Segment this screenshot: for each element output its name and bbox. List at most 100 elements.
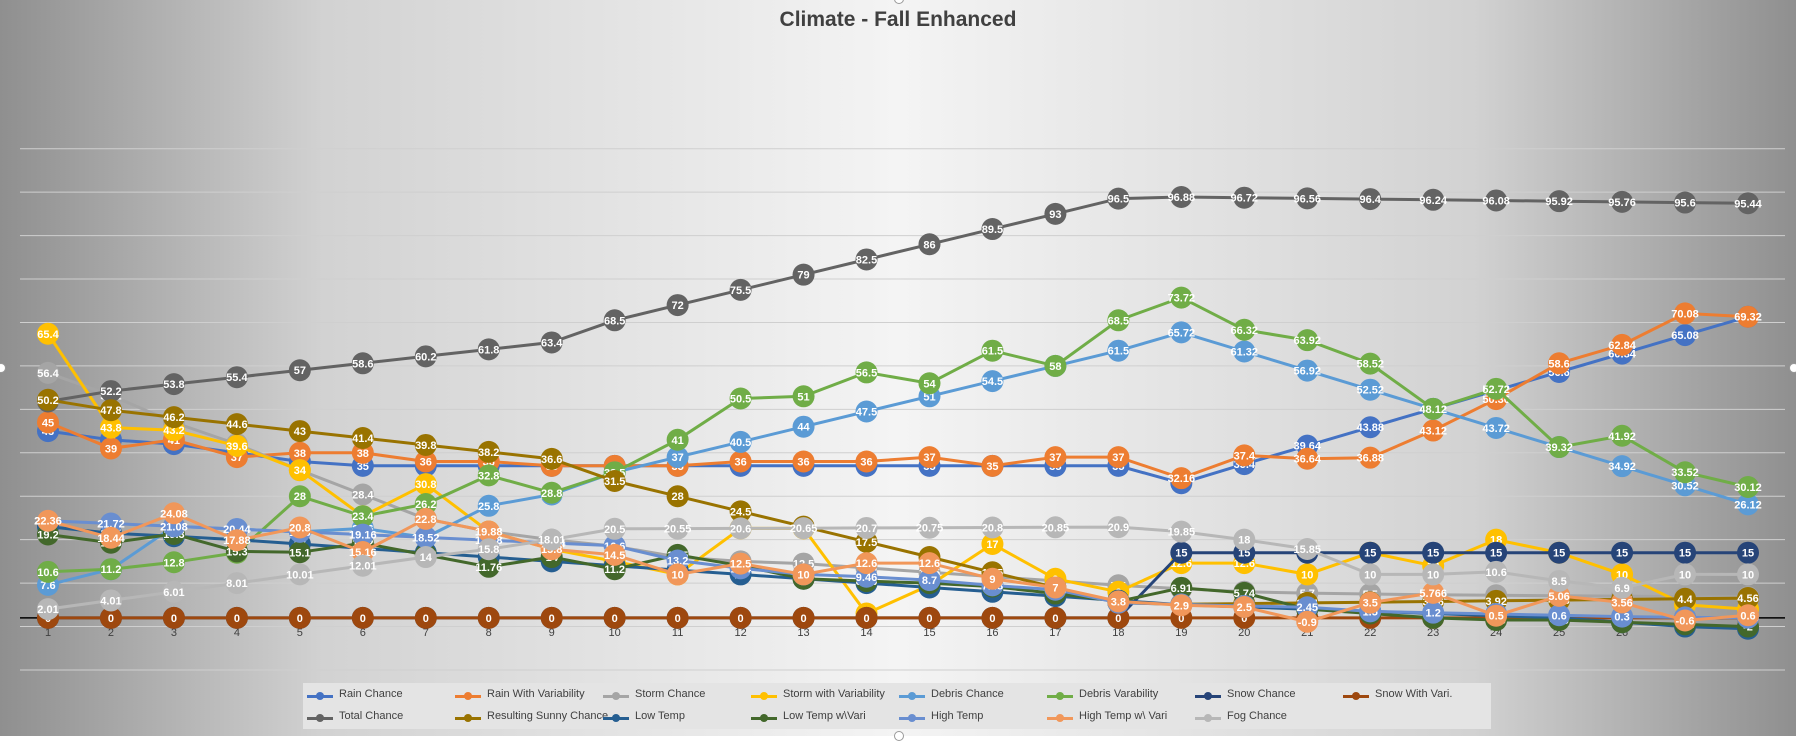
data-point[interactable] <box>1107 606 1130 629</box>
data-point[interactable] <box>1044 354 1067 377</box>
data-point[interactable] <box>981 370 1004 393</box>
data-point[interactable] <box>477 440 500 463</box>
data-point[interactable] <box>1107 339 1130 362</box>
data-point[interactable] <box>1674 302 1697 325</box>
data-point[interactable] <box>99 526 122 549</box>
data-point[interactable] <box>1611 455 1634 478</box>
data-point[interactable] <box>918 372 941 395</box>
data-point[interactable] <box>162 502 185 525</box>
data-point[interactable] <box>1359 378 1382 401</box>
data-point[interactable] <box>1422 188 1445 211</box>
data-point[interactable] <box>1233 186 1256 209</box>
data-point[interactable] <box>1296 563 1319 586</box>
data-point[interactable] <box>99 589 122 612</box>
data-point[interactable] <box>855 400 878 423</box>
data-point[interactable] <box>792 517 815 540</box>
data-point[interactable] <box>99 606 122 629</box>
data-point[interactable] <box>225 366 248 389</box>
data-point[interactable] <box>855 516 878 539</box>
data-point[interactable] <box>1737 192 1759 215</box>
data-point[interactable] <box>1233 318 1256 341</box>
data-point[interactable] <box>603 517 626 540</box>
data-point[interactable] <box>1611 333 1634 356</box>
data-point[interactable] <box>1611 576 1634 599</box>
data-point[interactable] <box>918 516 941 539</box>
data-point[interactable] <box>855 248 878 271</box>
data-point[interactable] <box>414 606 437 629</box>
data-point[interactable] <box>1107 309 1130 332</box>
data-point[interactable] <box>729 278 752 301</box>
data-point[interactable] <box>351 523 374 546</box>
data-point[interactable] <box>1044 606 1067 629</box>
data-point[interactable] <box>477 538 500 561</box>
data-point[interactable] <box>37 361 59 384</box>
data-point[interactable] <box>1359 416 1382 439</box>
data-point[interactable] <box>225 572 248 595</box>
data-point[interactable] <box>1170 185 1193 208</box>
data-point[interactable] <box>1674 461 1697 484</box>
data-point[interactable] <box>981 533 1004 556</box>
data-point[interactable] <box>414 526 437 549</box>
data-point[interactable] <box>792 563 815 586</box>
data-point[interactable] <box>729 450 752 473</box>
data-point[interactable] <box>981 567 1004 590</box>
data-point[interactable] <box>1422 601 1445 624</box>
data-point[interactable] <box>666 485 689 508</box>
data-point[interactable] <box>1296 447 1319 470</box>
data-point[interactable] <box>162 373 185 396</box>
resize-handle-right[interactable] <box>1789 363 1796 373</box>
data-point[interactable] <box>351 554 374 577</box>
data-point[interactable] <box>1485 416 1508 439</box>
data-point[interactable] <box>351 505 374 528</box>
data-point[interactable] <box>99 399 122 422</box>
data-point[interactable] <box>1737 604 1759 627</box>
data-point[interactable] <box>37 388 59 411</box>
data-point[interactable] <box>1674 541 1697 564</box>
data-point[interactable] <box>1485 560 1508 583</box>
data-point[interactable] <box>477 338 500 361</box>
data-point[interactable] <box>729 387 752 410</box>
data-point[interactable] <box>1107 590 1130 613</box>
data-point[interactable] <box>1107 446 1130 469</box>
data-point[interactable] <box>1359 563 1382 586</box>
data-point[interactable] <box>162 606 185 629</box>
data-point[interactable] <box>540 447 563 470</box>
data-point[interactable] <box>540 331 563 354</box>
data-point[interactable] <box>1674 563 1697 586</box>
data-point[interactable] <box>729 517 752 540</box>
data-point[interactable] <box>1233 596 1256 619</box>
data-point[interactable] <box>37 598 59 621</box>
data-point[interactable] <box>414 507 437 530</box>
data-point[interactable] <box>477 606 500 629</box>
data-point[interactable] <box>162 551 185 574</box>
data-point[interactable] <box>1737 476 1759 499</box>
resize-handle-bottom[interactable] <box>894 731 904 741</box>
data-point[interactable] <box>729 500 752 523</box>
data-point[interactable] <box>918 446 941 469</box>
data-point[interactable] <box>414 473 437 496</box>
data-point[interactable] <box>1485 189 1508 212</box>
data-point[interactable] <box>99 416 122 439</box>
data-point[interactable] <box>1044 576 1067 599</box>
data-point[interactable] <box>1548 541 1571 564</box>
data-point[interactable] <box>792 263 815 286</box>
data-point[interactable] <box>666 606 689 629</box>
data-point[interactable] <box>603 470 626 493</box>
resize-handle-left[interactable] <box>0 363 6 373</box>
data-point[interactable] <box>1737 305 1759 328</box>
data-point[interactable] <box>855 450 878 473</box>
data-point[interactable] <box>1170 541 1193 564</box>
data-point[interactable] <box>351 427 374 450</box>
data-point[interactable] <box>666 517 689 540</box>
data-point[interactable] <box>1359 446 1382 469</box>
data-point[interactable] <box>1359 591 1382 614</box>
data-point[interactable] <box>1611 541 1634 564</box>
data-point[interactable] <box>288 606 311 629</box>
data-point[interactable] <box>1422 419 1445 442</box>
data-point[interactable] <box>225 529 248 552</box>
data-point[interactable] <box>477 555 500 578</box>
data-point[interactable] <box>981 339 1004 362</box>
data-point[interactable] <box>288 459 311 482</box>
data-point[interactable] <box>288 441 311 464</box>
data-point[interactable] <box>1170 467 1193 490</box>
